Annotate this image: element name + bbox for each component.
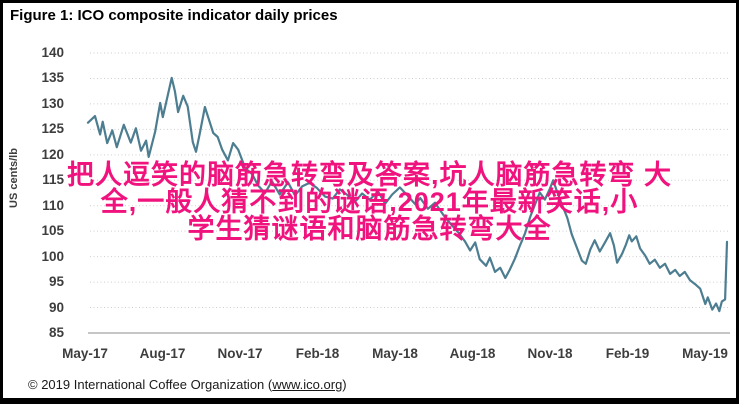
y-tick-label-85: 85 — [48, 325, 64, 340]
x-tick-label-feb-18: Feb-18 — [295, 346, 340, 361]
y-tick-label-120: 120 — [41, 146, 64, 162]
copyright-text: © 2019 International Coffee Organization… — [28, 377, 273, 392]
x-tick-label-may-17: May-17 — [62, 346, 108, 361]
x-tick-label-feb-19: Feb-19 — [605, 346, 650, 361]
x-tick-label-aug-17: Aug-17 — [139, 346, 186, 361]
y-tick-label-135: 135 — [41, 70, 64, 86]
y-tick-label-100: 100 — [41, 248, 64, 264]
y-tick-label-115: 115 — [42, 172, 64, 188]
y-tick-label-90: 90 — [48, 299, 64, 315]
figure-border-top — [0, 0, 739, 3]
y-tick-label-130: 130 — [41, 95, 64, 111]
figure-title: Figure 1: ICO composite indicator daily … — [10, 7, 338, 24]
copyright-text-suffix: ) — [342, 377, 347, 392]
x-tick-label-nov-18: Nov-18 — [527, 346, 573, 361]
x-tick-label-nov-17: Nov-17 — [217, 346, 263, 361]
x-tick-label-may-18: May-18 — [372, 346, 418, 361]
ico-website-link[interactable]: www.ico.org — [272, 377, 343, 392]
y-tick-label-95: 95 — [48, 274, 64, 290]
y-tick-label-110: 110 — [42, 197, 64, 213]
price-line-series — [86, 76, 729, 313]
y-tick-label-125: 125 — [41, 121, 64, 137]
y-tick-label-140: 140 — [41, 45, 64, 60]
y-tick-label-105: 105 — [41, 223, 64, 239]
x-tick-label-may-19: May-19 — [682, 346, 728, 361]
figure-border-bottom — [0, 398, 739, 404]
figure-border-right — [736, 0, 739, 404]
figure-border-left — [0, 0, 3, 404]
x-tick-label-aug-18: Aug-18 — [449, 346, 496, 361]
copyright-footer: © 2019 International Coffee Organization… — [28, 377, 347, 392]
gridlines — [90, 52, 728, 309]
